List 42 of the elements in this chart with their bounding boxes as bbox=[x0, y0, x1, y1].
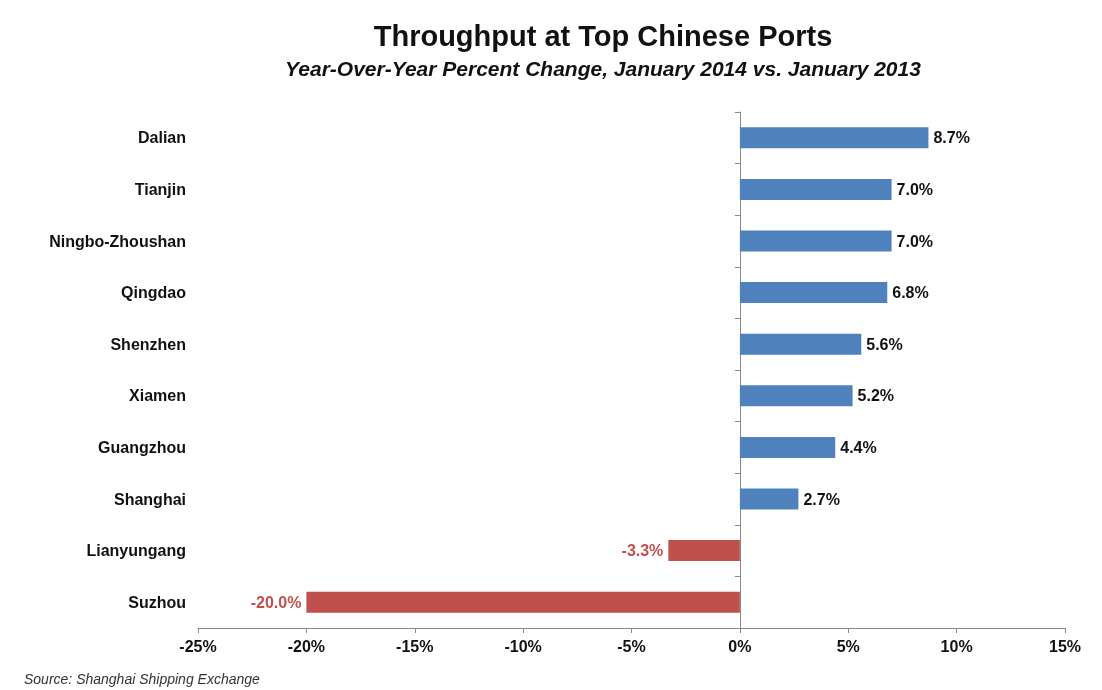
data-label: 4.4% bbox=[840, 438, 877, 456]
x-tick-label: -15% bbox=[396, 637, 434, 655]
chart-title: Throughput at Top Chinese Ports bbox=[373, 19, 833, 52]
y-tick-label: Suzhou bbox=[128, 593, 186, 611]
data-label: 8.7% bbox=[933, 129, 970, 147]
bar bbox=[739, 127, 929, 149]
data-label: 2.7% bbox=[803, 490, 840, 508]
y-tick-label: Xiamen bbox=[129, 387, 186, 405]
bar bbox=[739, 230, 892, 252]
data-label: 6.8% bbox=[892, 284, 929, 302]
y-tick-label: Shenzhen bbox=[110, 335, 186, 353]
y-tick-label: Guangzhou bbox=[98, 438, 186, 456]
data-label: 5.6% bbox=[866, 335, 903, 353]
bar bbox=[739, 488, 799, 510]
bar bbox=[306, 591, 740, 613]
source-note: Source: Shanghai Shipping Exchange bbox=[24, 671, 261, 687]
bar bbox=[668, 540, 740, 562]
bar bbox=[739, 178, 892, 200]
y-tick-label: Lianyungang bbox=[86, 542, 186, 560]
x-tick-label: -5% bbox=[617, 637, 646, 655]
y-tick-label: Shanghai bbox=[113, 490, 186, 508]
data-label: 7.0% bbox=[896, 180, 934, 198]
x-tick-label: 0% bbox=[728, 637, 752, 655]
y-tick-label: Ningbo-Zhoushan bbox=[49, 232, 186, 250]
bar bbox=[739, 282, 888, 304]
bar bbox=[739, 436, 836, 458]
x-tick-label: 10% bbox=[940, 637, 973, 655]
y-tick-label: Dalian bbox=[137, 129, 186, 147]
y-tick-label: Qingdao bbox=[121, 284, 187, 302]
chart-subtitle: Year-Over-Year Percent Change, January 2014 vs. January 2013 bbox=[285, 57, 922, 80]
x-tick-label: 5% bbox=[836, 637, 860, 655]
data-label: 5.2% bbox=[857, 387, 895, 405]
bar bbox=[739, 333, 862, 355]
data-label: 7.0% bbox=[896, 232, 934, 250]
y-tick-label: Tianjin bbox=[134, 180, 186, 198]
x-tick-label: 15% bbox=[1048, 637, 1082, 655]
bar bbox=[739, 385, 853, 407]
data-label: -20.0% bbox=[250, 593, 302, 611]
x-tick-label: -25% bbox=[179, 637, 217, 655]
x-tick-label: -10% bbox=[504, 637, 542, 655]
x-tick-label: -20% bbox=[287, 637, 326, 655]
data-label: -3.3% bbox=[621, 542, 664, 560]
